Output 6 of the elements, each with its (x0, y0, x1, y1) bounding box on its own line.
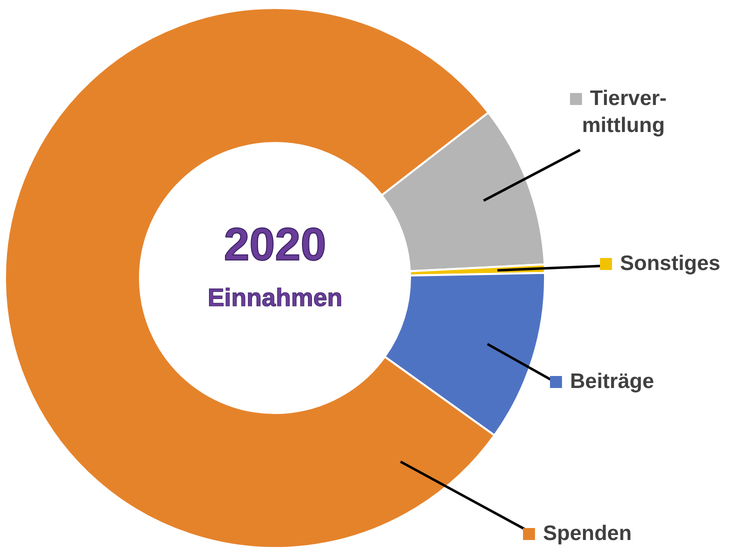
legend-label: Tierver- mittlung (582, 87, 667, 137)
legend-label: Spenden (543, 522, 632, 545)
text: 2020 (224, 218, 326, 270)
legend-label: Beiträge (570, 370, 654, 393)
legend-label: Sonstiges (620, 252, 720, 275)
text: Einnahmen (208, 284, 342, 312)
